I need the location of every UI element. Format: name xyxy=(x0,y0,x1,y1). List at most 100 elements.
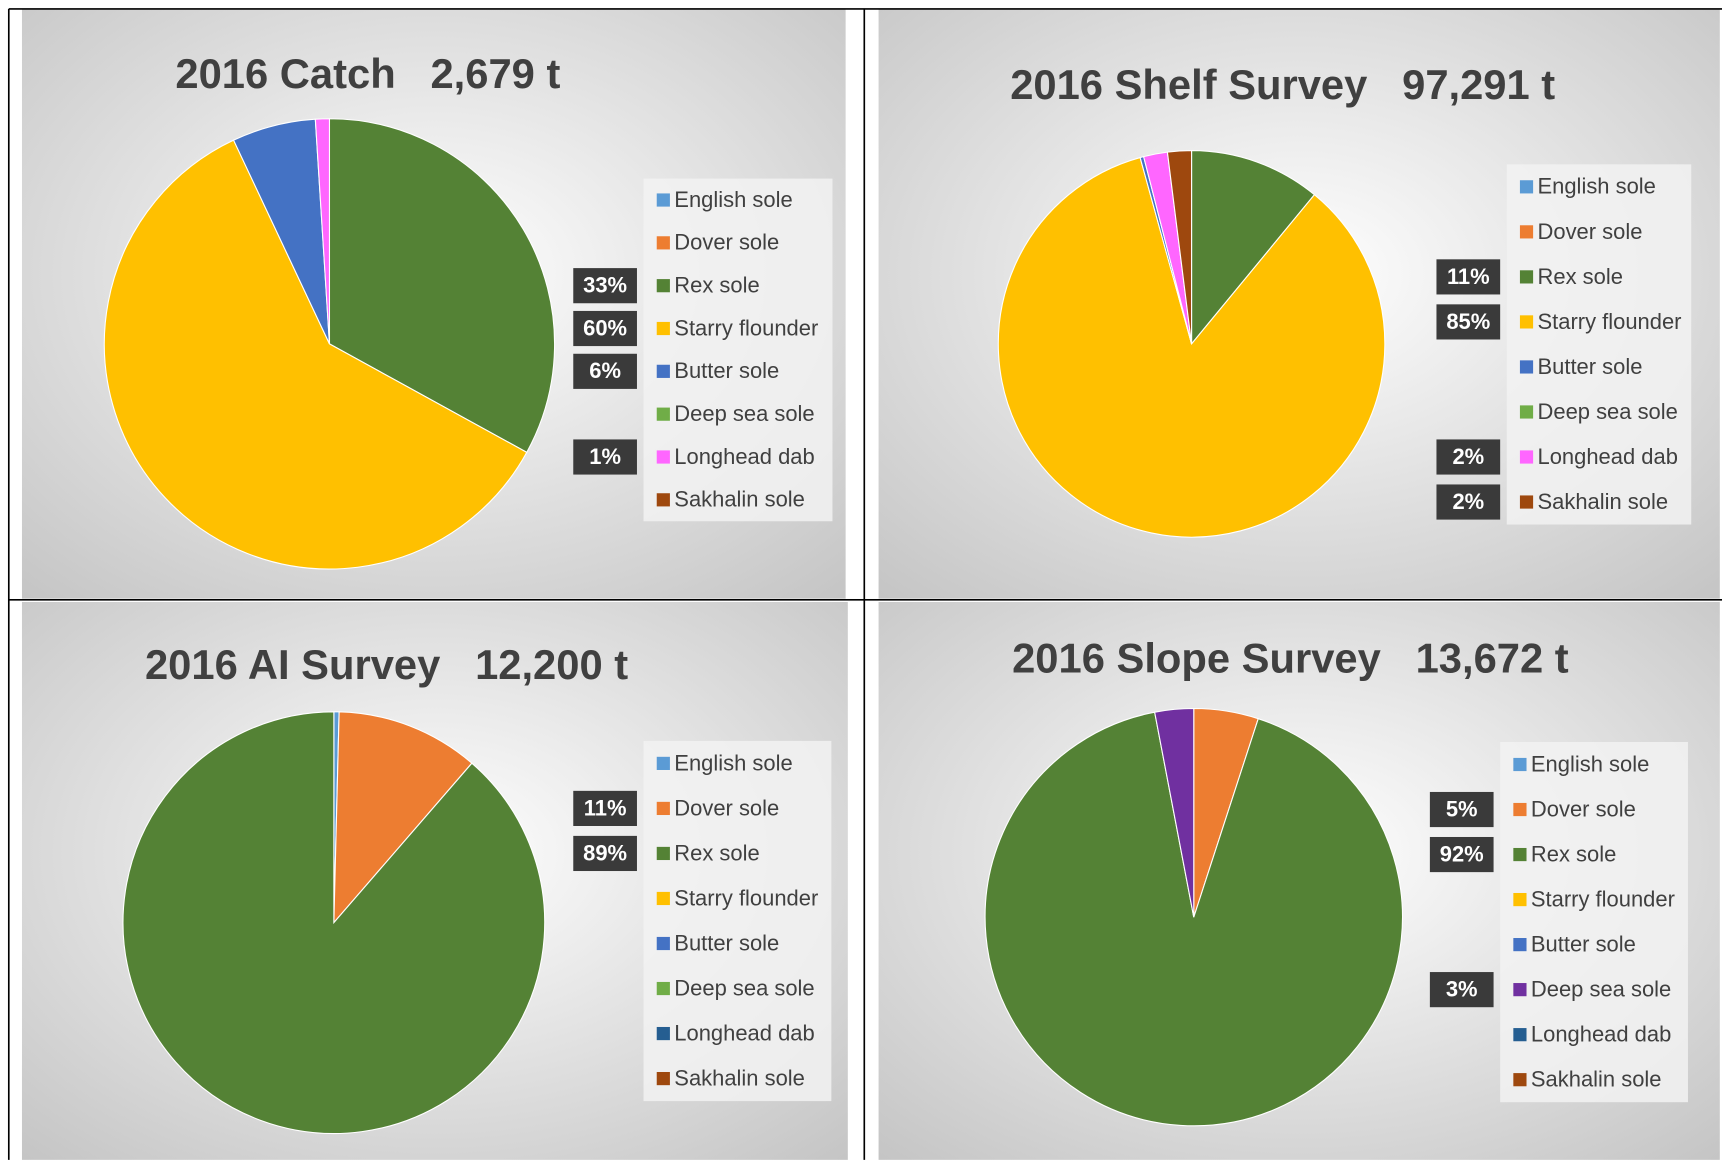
legend-swatch xyxy=(656,450,670,464)
data-label-box xyxy=(573,353,637,389)
data-label: 5% xyxy=(1446,796,1478,821)
data-label-box xyxy=(1436,259,1501,295)
data-label-box xyxy=(573,790,637,826)
legend-swatch xyxy=(1519,180,1534,194)
pie-slice xyxy=(1191,150,1316,346)
legend-swatch xyxy=(656,193,670,207)
legend-swatch xyxy=(656,364,670,378)
legend-label: Sakhalin sole xyxy=(1538,489,1669,514)
legend-swatch xyxy=(1519,270,1534,284)
legend-label: Dover sole xyxy=(674,795,779,820)
legend-label: Starry flounder xyxy=(1538,309,1682,334)
legend-label: Longhead dab xyxy=(1538,444,1678,469)
pie-slice xyxy=(1154,707,1195,918)
legend-swatch xyxy=(656,279,670,293)
legend-swatch xyxy=(656,1072,670,1086)
data-label-box xyxy=(573,310,637,347)
legend-label: Sakhalin sole xyxy=(674,487,805,512)
legend-swatch xyxy=(1513,757,1527,772)
legend-swatch xyxy=(656,801,670,816)
legend-swatch xyxy=(656,756,670,770)
legend-box xyxy=(1500,741,1688,1103)
data-label-box xyxy=(1429,972,1494,1008)
legend-label: Butter sole xyxy=(674,358,779,383)
chart-title: 2016 Catch 2,679 t xyxy=(175,50,560,97)
pie-slice xyxy=(122,711,546,1135)
legend-swatch xyxy=(1513,892,1527,907)
legend-label: Deep sea sole xyxy=(674,975,814,1000)
pie-slice xyxy=(314,118,331,344)
data-label: 85% xyxy=(1446,309,1490,334)
legend-label: English sole xyxy=(1531,751,1649,776)
data-label: 6% xyxy=(589,358,621,383)
legend-label: Rex sole xyxy=(674,840,759,865)
data-label-box xyxy=(1436,439,1501,475)
data-label-box xyxy=(573,439,637,475)
legend-label: Rex sole xyxy=(674,273,759,298)
pie-slice xyxy=(984,711,1403,1127)
legend-swatch xyxy=(656,891,670,906)
pie-slice xyxy=(1166,150,1193,344)
legend-label: Butter sole xyxy=(1531,932,1636,957)
pie-slice xyxy=(103,139,528,570)
legend-label: Deep sea sole xyxy=(1538,399,1678,424)
legend-label: Starry flounder xyxy=(674,315,818,340)
legend-label: Sakhalin sole xyxy=(674,1065,805,1090)
data-label-box xyxy=(1436,484,1501,520)
legend-label: Deep sea sole xyxy=(674,401,814,426)
legend-label: Dover sole xyxy=(674,230,779,255)
pie-slice xyxy=(328,118,556,454)
legend-label: Butter sole xyxy=(674,930,779,955)
data-label-box xyxy=(573,835,637,872)
data-label-box xyxy=(1436,304,1501,340)
data-label-box xyxy=(1429,791,1494,828)
data-label: 2% xyxy=(1452,489,1484,514)
legend-swatch xyxy=(1519,360,1534,374)
legend-swatch xyxy=(1519,495,1534,509)
legend-swatch xyxy=(656,1026,670,1041)
legend-swatch xyxy=(656,846,670,861)
data-label: 33% xyxy=(583,273,627,298)
legend-label: English sole xyxy=(1538,174,1656,199)
legend-swatch xyxy=(656,407,670,421)
legend-label: Longhead dab xyxy=(674,1020,814,1045)
chart-title: 2016 AI Survey 12,200 t xyxy=(145,641,628,688)
pie-slice xyxy=(997,156,1386,538)
legend-swatch xyxy=(1513,983,1527,997)
legend-label: Butter sole xyxy=(1538,354,1643,379)
data-label: 89% xyxy=(583,840,627,865)
data-label-box xyxy=(1429,836,1494,873)
legend-label: Starry flounder xyxy=(674,885,818,910)
legend-swatch xyxy=(656,936,670,951)
legend-label: Starry flounder xyxy=(1531,886,1675,911)
legend-label: Rex sole xyxy=(1538,264,1623,289)
legend-label: English sole xyxy=(674,187,792,212)
legend-label: Rex sole xyxy=(1531,841,1616,866)
chart-title: 2016 Shelf Survey 97,291 t xyxy=(1010,61,1555,108)
legend-label: Dover sole xyxy=(1538,219,1643,244)
legend-swatch xyxy=(656,493,670,507)
legend-swatch xyxy=(656,981,670,996)
chart-title: 2016 Slope Survey 13,672 t xyxy=(1012,634,1569,681)
legend-label: Dover sole xyxy=(1531,796,1636,821)
legend-swatch xyxy=(1513,1028,1527,1042)
legend-swatch xyxy=(1513,802,1527,817)
data-label: 11% xyxy=(584,795,627,820)
data-label: 2% xyxy=(1452,444,1484,469)
legend-swatch xyxy=(656,236,670,250)
legend-label: English sole xyxy=(674,750,792,775)
legend-label: Sakhalin sole xyxy=(1531,1067,1662,1092)
legend-swatch xyxy=(1519,315,1534,329)
legend-box xyxy=(1506,164,1692,525)
legend-swatch xyxy=(1519,225,1534,239)
data-label: 92% xyxy=(1440,841,1484,866)
pie-slice xyxy=(333,711,473,925)
legend-swatch xyxy=(1519,450,1534,464)
legend-swatch xyxy=(1513,938,1527,952)
data-label-box xyxy=(573,268,637,304)
legend-label: Longhead dab xyxy=(1531,1022,1671,1047)
data-label: 1% xyxy=(589,444,621,469)
legend-swatch xyxy=(656,321,670,336)
legend-label: Longhead dab xyxy=(674,444,814,469)
